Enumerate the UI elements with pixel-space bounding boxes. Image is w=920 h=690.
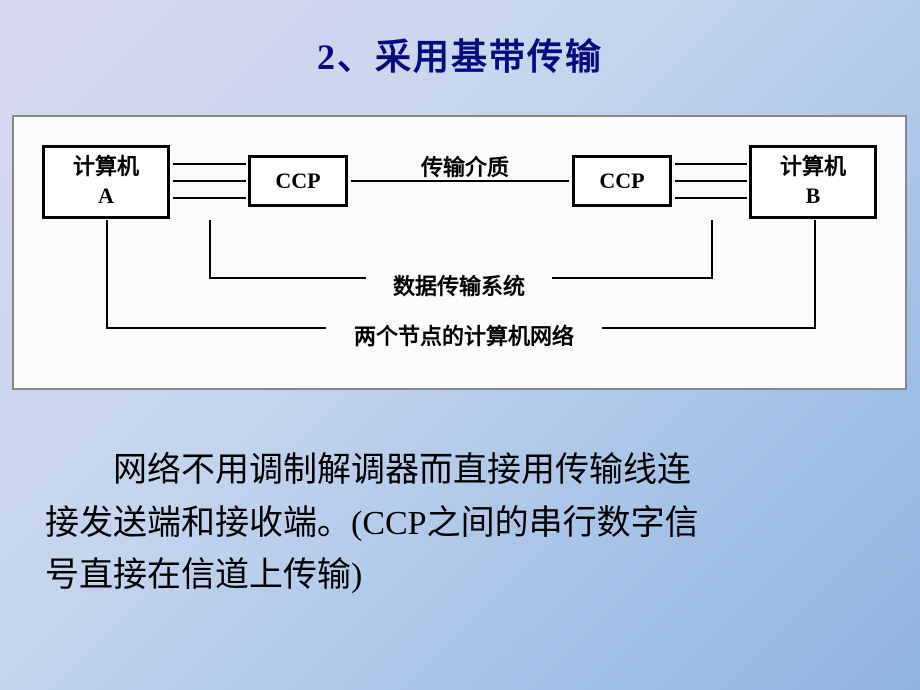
node-computer-a-line2: A <box>98 182 114 211</box>
connector-a-ccp-2 <box>173 180 246 182</box>
connector-ccp-ccp <box>351 180 569 182</box>
node-ccp-right-label: CCP <box>599 167 644 196</box>
bracket-inner-base-left <box>209 277 366 279</box>
body-line-3: 号直接在信道上传输) <box>45 557 362 594</box>
connector-ccp-b-1 <box>675 163 747 165</box>
connector-ccp-b-2 <box>675 180 747 182</box>
bracket-inner-left <box>209 220 211 277</box>
node-computer-b: 计算机 B <box>749 145 877 219</box>
connector-a-ccp-3 <box>173 197 246 199</box>
body-line-2: 接发送端和接收端。(CCP之间的串行数字信 <box>45 505 699 542</box>
bracket-outer-left <box>106 220 108 327</box>
node-computer-a: 计算机 A <box>42 145 170 219</box>
node-computer-b-line2: B <box>806 182 821 211</box>
node-ccp-left: CCP <box>248 155 348 207</box>
bracket-inner-right <box>711 220 713 277</box>
bracket-outer-base-right <box>602 327 816 329</box>
node-computer-a-line1: 计算机 <box>73 153 139 182</box>
label-data-transmission-system: 数据传输系统 <box>374 269 544 301</box>
label-transmission-medium: 传输介质 <box>410 150 520 182</box>
slide-title: 2、采用基带传输 <box>0 28 920 80</box>
body-paragraph: 网络不用调制解调器而直接用传输线连 接发送端和接收端。(CCP之间的串行数字信 … <box>45 445 875 603</box>
diagram-container: 计算机 A CCP CCP 计算机 B 传输介质 <box>12 115 907 390</box>
node-computer-b-line1: 计算机 <box>780 153 846 182</box>
bracket-inner-base-right <box>552 277 713 279</box>
connector-ccp-b-3 <box>675 197 747 199</box>
label-two-node-network: 两个节点的计算机网络 <box>334 319 594 351</box>
bracket-outer-base-left <box>106 327 326 329</box>
baseband-diagram: 计算机 A CCP CCP 计算机 B 传输介质 <box>14 117 905 388</box>
body-line-1: 网络不用调制解调器而直接用传输线连 <box>113 452 691 489</box>
connector-a-ccp-1 <box>173 163 246 165</box>
node-ccp-left-label: CCP <box>275 167 320 196</box>
node-ccp-right: CCP <box>572 155 672 207</box>
bracket-outer-right <box>814 220 816 327</box>
